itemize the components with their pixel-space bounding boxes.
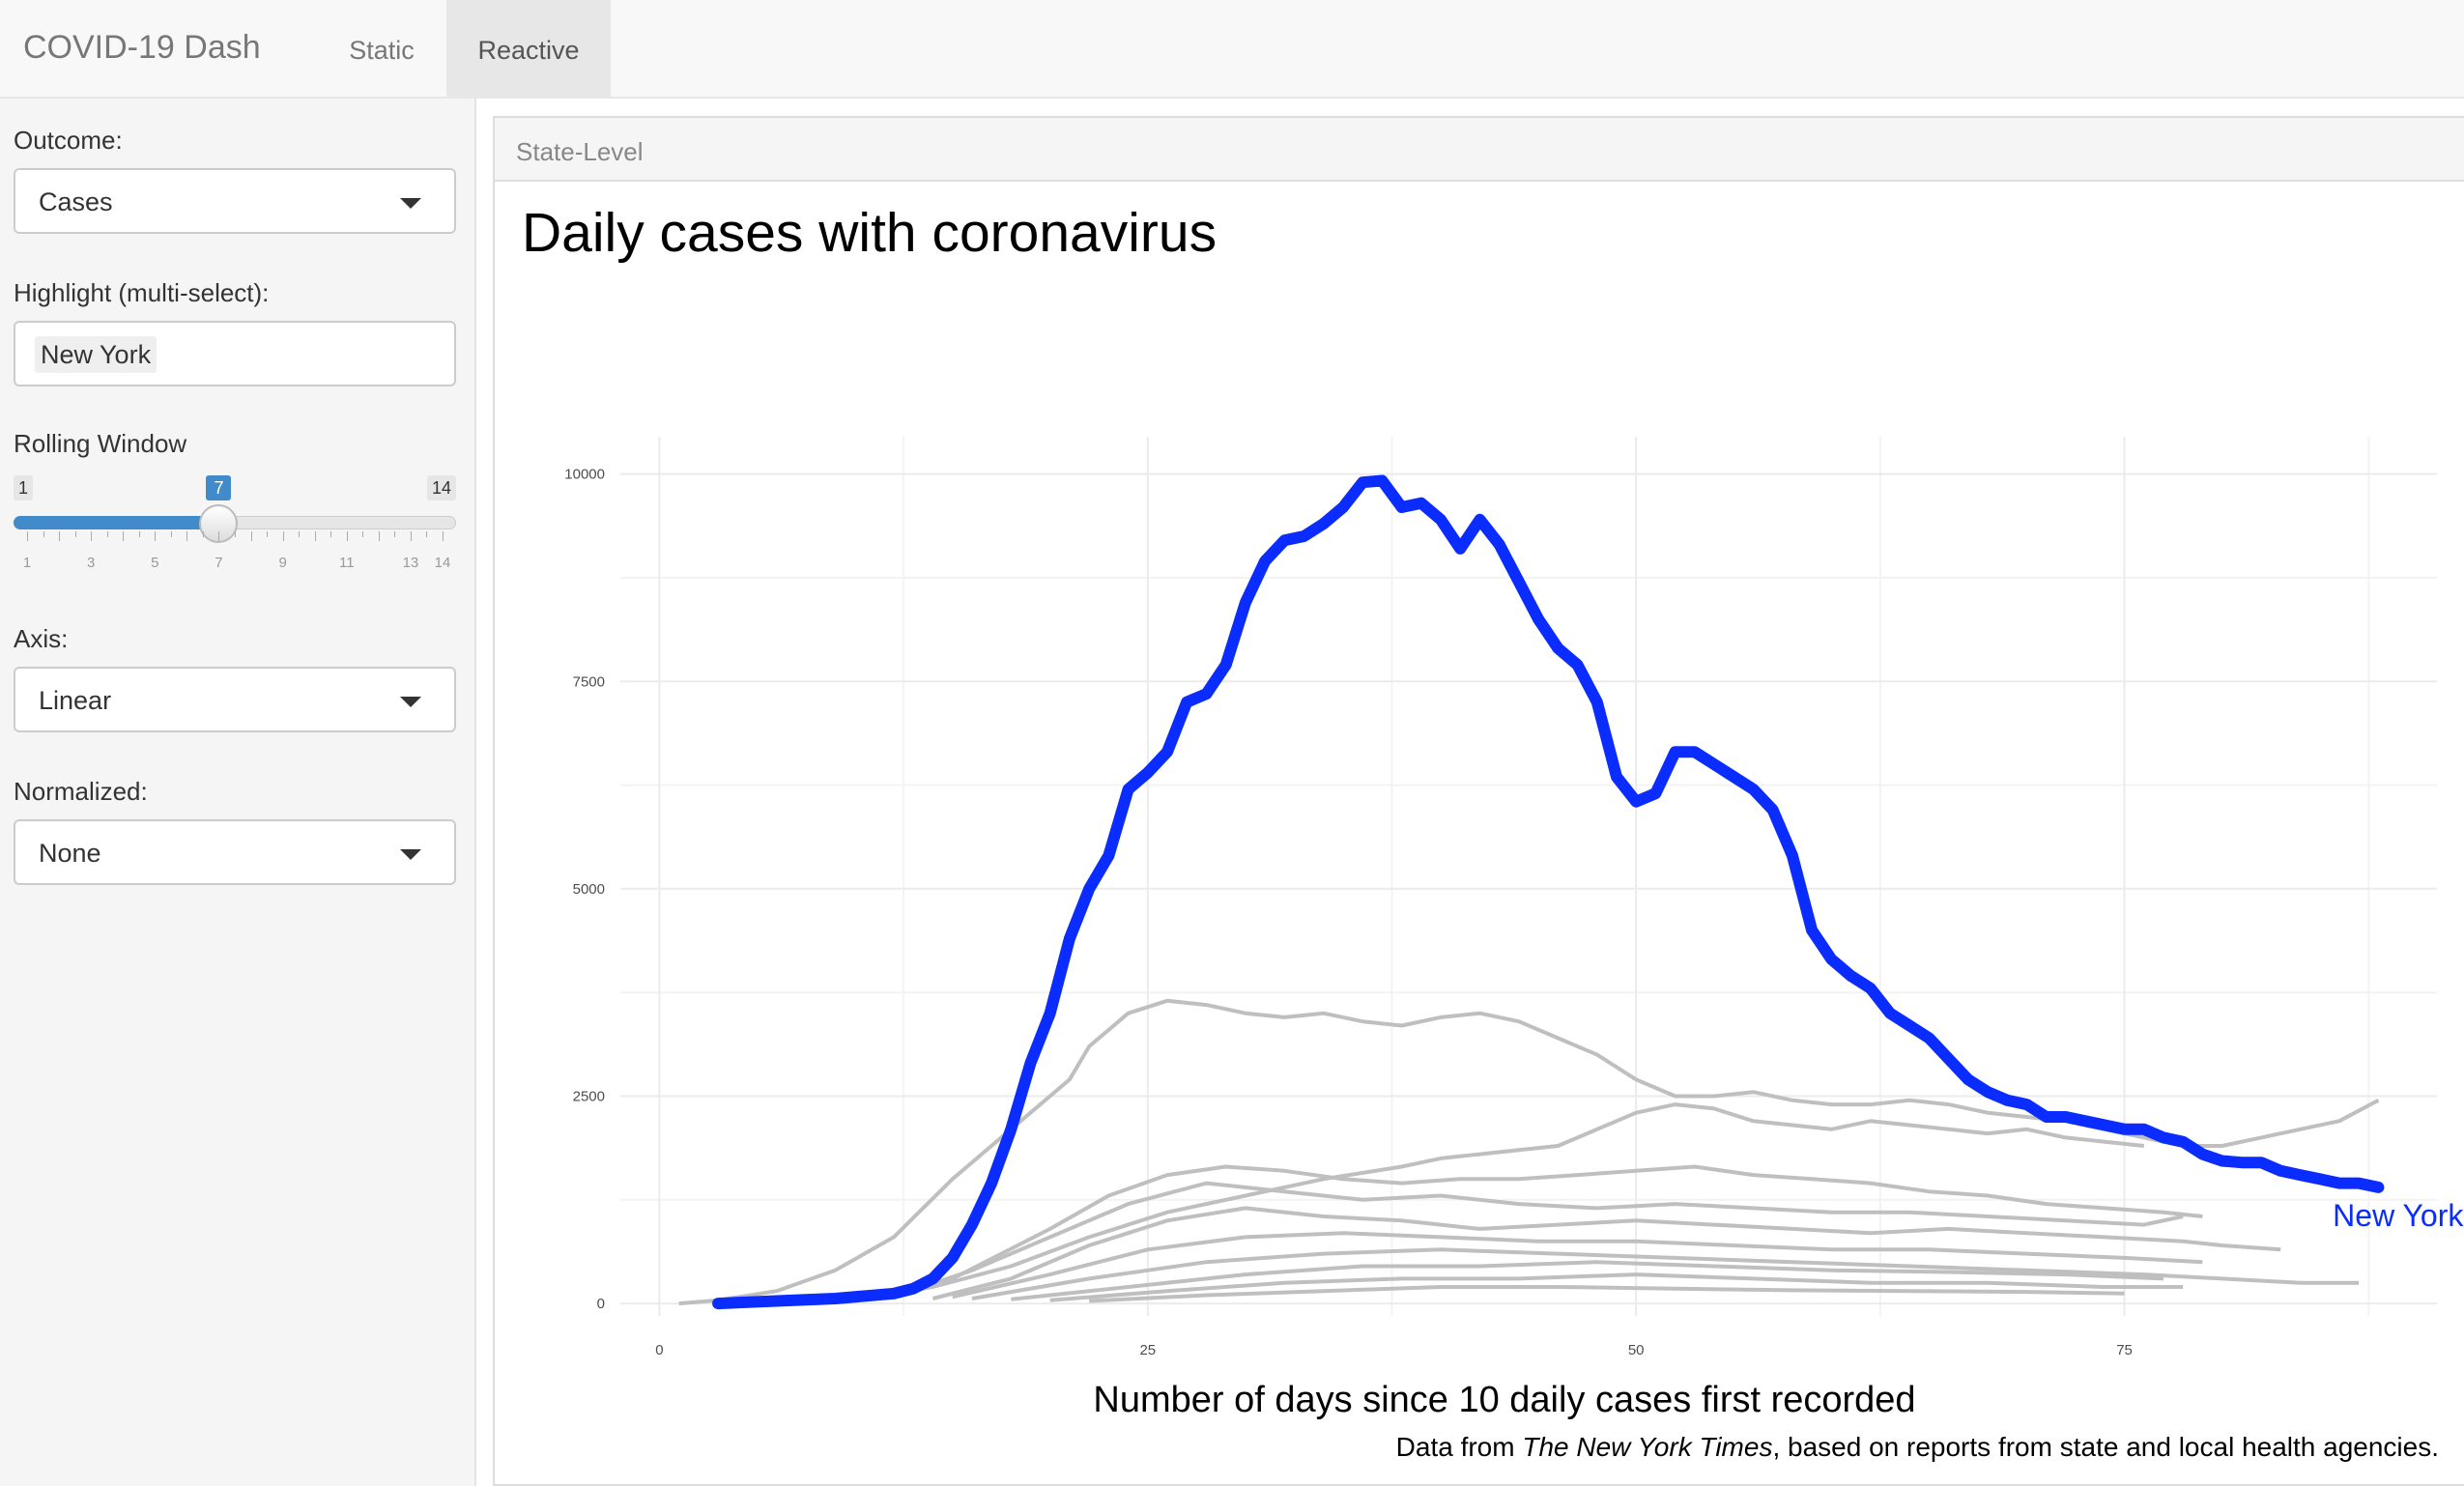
- slider-tick-label: 3: [86, 555, 96, 571]
- series-line-new-york: [712, 474, 2385, 1310]
- slider-tick: [43, 531, 44, 537]
- slider-tick: [218, 531, 220, 541]
- highlight-chip[interactable]: New York: [35, 336, 158, 373]
- y-tick-label: 0: [597, 1296, 605, 1312]
- x-tick-label: 75: [2116, 1342, 2133, 1358]
- chevron-down-icon: [400, 697, 421, 707]
- slider-tick: [314, 531, 316, 541]
- slider-tick: [235, 531, 236, 537]
- normalized-label: Normalized:: [14, 777, 148, 806]
- highlight-multiselect[interactable]: New York: [14, 321, 456, 386]
- outcome-label: Outcome:: [14, 126, 123, 155]
- slider-ticks: 1 3 5 7 9 11 13 14: [14, 531, 456, 589]
- y-tick-label: 7500: [573, 673, 605, 690]
- series-line-other: [1089, 1285, 2125, 1303]
- chart-title: Daily cases with coronavirus: [522, 202, 1218, 264]
- slider-tick: [106, 531, 108, 537]
- axis-label: Axis:: [14, 624, 69, 653]
- x-tick-label: 0: [655, 1342, 663, 1358]
- slider-tick: [410, 531, 412, 541]
- normalized-value: None: [39, 839, 101, 868]
- slider-tick: [299, 531, 301, 537]
- outcome-value: Cases: [39, 187, 113, 216]
- slider-handle[interactable]: [199, 504, 239, 543]
- slider-tick: [378, 531, 380, 541]
- x-axis-label: Number of days since 10 daily cases firs…: [1093, 1380, 1916, 1420]
- chevron-down-icon: [400, 198, 421, 209]
- caption-source: The New York Times: [1522, 1432, 1773, 1462]
- x-tick-label: 25: [1139, 1342, 1156, 1358]
- slider-tick: [426, 531, 428, 537]
- slider-tick: [250, 531, 252, 541]
- slider-max-label: 14: [426, 475, 456, 500]
- chart: 0 25 50 75 0 2500 5000 7500 10000 New York: [564, 437, 2464, 1358]
- slider-tick: [91, 531, 93, 541]
- slider-tick-label: 1: [22, 555, 32, 571]
- slider-value-label: 7: [206, 475, 232, 500]
- series-line-other: [854, 1102, 2145, 1301]
- slider-tick-label: 11: [338, 555, 355, 571]
- slider-tick: [170, 531, 172, 537]
- caption-suffix: , based on reports from state and local …: [1772, 1432, 2439, 1462]
- slider-tick: [27, 531, 28, 541]
- series-line-other: [893, 1181, 2184, 1300]
- x-tick-label: 50: [1628, 1342, 1645, 1358]
- series-line-other: [952, 1231, 2203, 1300]
- slider-tick: [59, 531, 61, 541]
- outcome-select[interactable]: Cases: [14, 168, 456, 234]
- series-line-other: [931, 1206, 2281, 1300]
- series-line-other: [971, 1247, 2360, 1300]
- slider-tick-label: 9: [278, 555, 287, 571]
- slider-tick: [346, 531, 348, 541]
- slider-tick: [330, 531, 332, 537]
- normalized-select[interactable]: None: [14, 819, 456, 885]
- slider-tick-label: 5: [151, 555, 159, 571]
- slider-tick-label: 14: [434, 555, 451, 571]
- caption-prefix: Data from: [1395, 1432, 1523, 1462]
- slider-tick: [186, 531, 188, 541]
- slider-tick: [267, 531, 269, 537]
- rolling-window-slider[interactable]: 1 7 14 1 3 5 7 9 11 13 14: [14, 475, 456, 591]
- slider-tick: [443, 531, 444, 541]
- slider-tick: [155, 531, 157, 541]
- navbar: COVID-19 Dash Static Reactive: [0, 0, 2464, 99]
- series-line-other: [854, 1164, 2203, 1302]
- tab-reactive[interactable]: Reactive: [446, 0, 611, 97]
- panel-title: State-Level: [516, 137, 644, 166]
- slider-tick: [138, 531, 140, 537]
- main-panel: State-Level Daily cases with coronavirus…: [493, 116, 2464, 1486]
- axis-select[interactable]: Linear: [14, 667, 456, 732]
- slider-tick-label: 13: [402, 555, 419, 571]
- slider-min-label: 1: [14, 475, 34, 500]
- axis-value: Linear: [39, 686, 112, 715]
- slider-tick: [74, 531, 76, 537]
- highlight-label: Highlight (multi-select):: [14, 278, 270, 307]
- y-tick-label: 5000: [573, 881, 605, 898]
- series-line-other: [1049, 1272, 2184, 1302]
- chart-caption: Data from The New York Times, based on r…: [1396, 1432, 2439, 1463]
- app-brand[interactable]: COVID-19 Dash: [23, 29, 261, 66]
- series-label-new-york: New York: [2333, 1198, 2464, 1233]
- sidebar: Outcome: Cases Highlight (multi-select):…: [0, 99, 476, 1486]
- chevron-down-icon: [400, 849, 421, 860]
- tab-static[interactable]: Static: [349, 36, 415, 65]
- slider-fill: [14, 516, 219, 529]
- panel-header: State-Level: [495, 118, 2464, 182]
- slider-tick-label: 7: [215, 555, 223, 571]
- y-tick-label: 10000: [564, 467, 605, 483]
- slider-tick: [282, 531, 284, 541]
- slider-tick: [202, 531, 204, 537]
- y-tick-label: 2500: [573, 1089, 605, 1105]
- rolling-window-label: Rolling Window: [14, 429, 187, 458]
- slider-tick: [394, 531, 396, 537]
- series-line-other: [1011, 1260, 2164, 1301]
- slider-tick: [362, 531, 364, 537]
- slider-tick: [123, 531, 125, 541]
